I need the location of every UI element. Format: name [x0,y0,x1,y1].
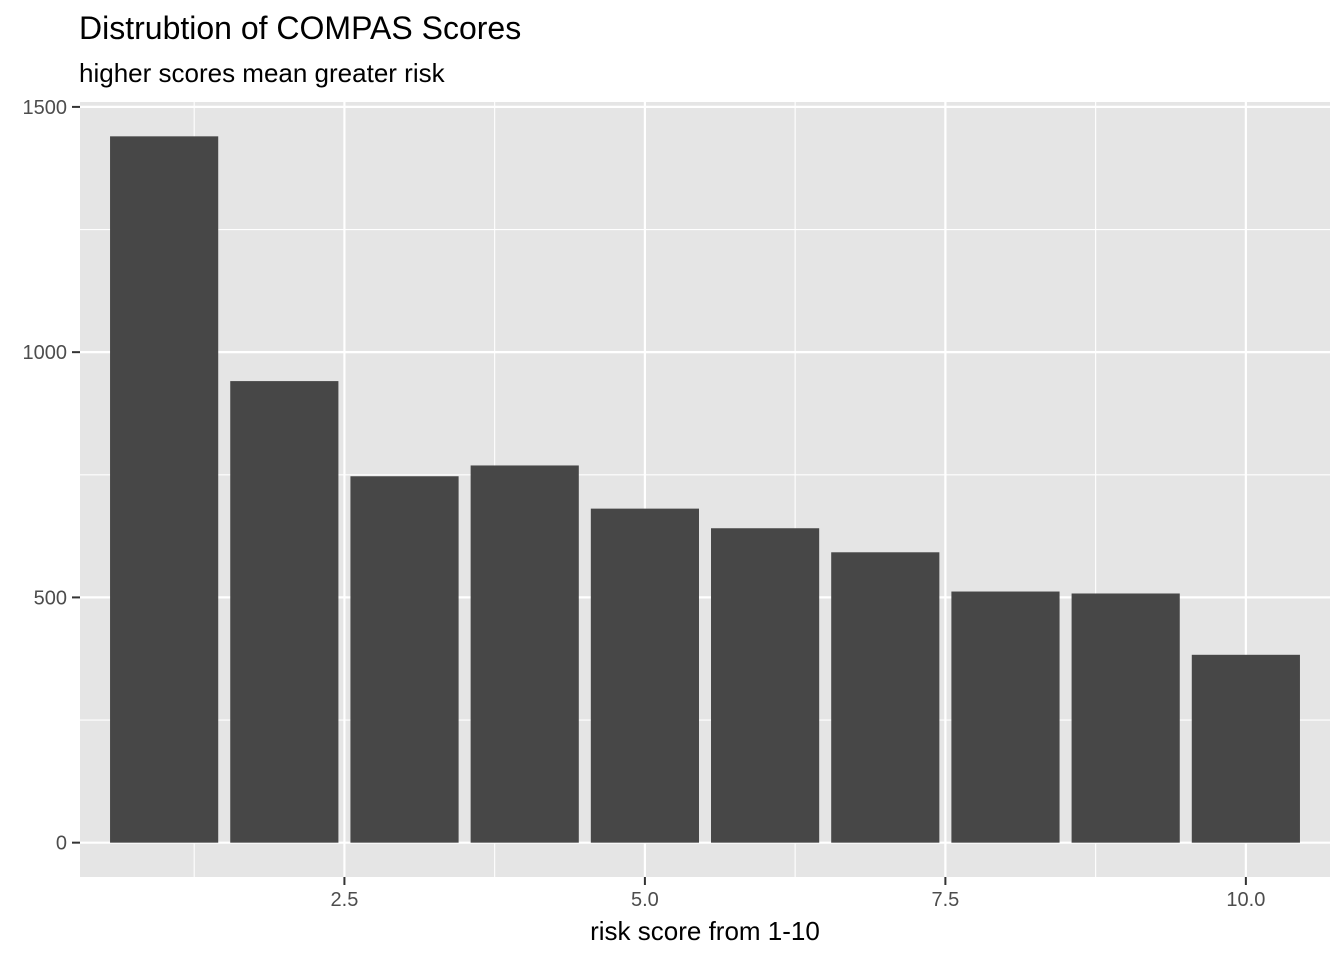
y-tick-label: 1500 [23,97,68,119]
x-tick-label: 7.5 [931,889,959,911]
bar-score-3 [350,476,459,843]
bars [110,136,1300,843]
bar-score-5 [590,508,699,843]
bar-score-2 [230,381,339,843]
bar-score-1 [110,136,219,843]
bar-score-9 [1071,593,1180,843]
x-tick-label: 5.0 [631,889,659,911]
y-tick-label: 1000 [23,342,68,364]
x-tick-label: 10.0 [1226,889,1265,911]
y-axis-ticks: 0 500 1000 1500 [23,97,80,855]
bar-score-8 [951,591,1060,843]
chart-subtitle: higher scores mean greater risk [79,58,446,88]
y-tick-label: 500 [34,587,67,609]
bar-score-7 [831,552,940,843]
x-axis-ticks: 2.5 5.0 7.5 10.0 [331,877,1265,911]
bar-score-6 [711,528,820,843]
chart-title: Distrubtion of COMPAS Scores [79,10,521,46]
x-tick-label: 2.5 [331,889,359,911]
y-tick-label: 0 [56,833,67,855]
x-axis-label: risk score from 1-10 [590,916,820,946]
bar-score-4 [470,465,579,843]
bar-score-10 [1191,654,1300,843]
